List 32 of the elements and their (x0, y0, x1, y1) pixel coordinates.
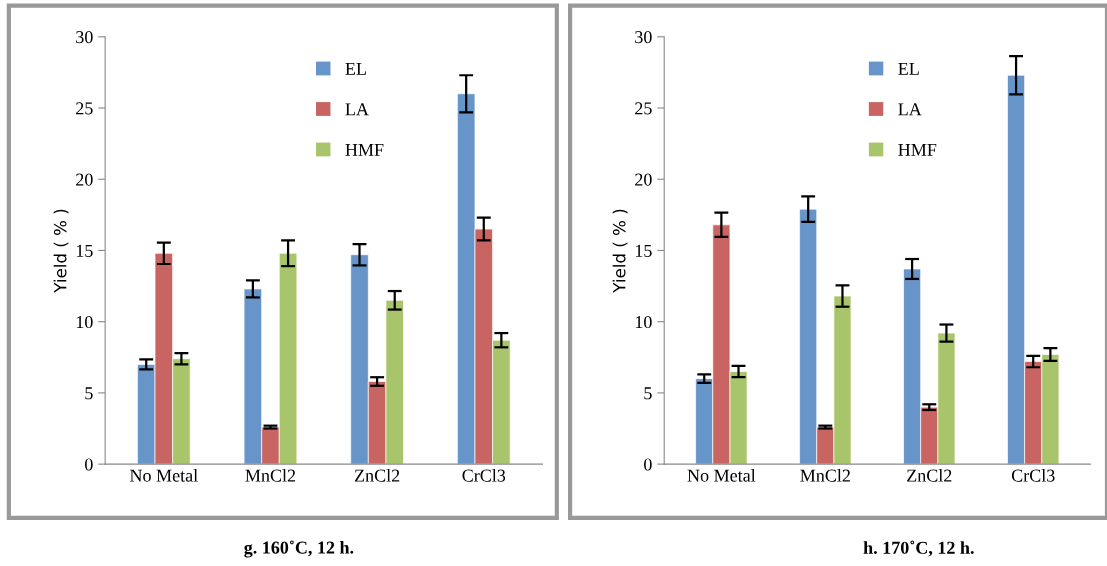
y-tick-label: 5 (85, 387, 93, 400)
y-tick-label: 15 (76, 244, 93, 257)
legend-label: LA (898, 103, 922, 116)
legend-label: HMF (345, 143, 384, 156)
y-tick-label: 0 (644, 458, 652, 471)
legend-label: EL (898, 62, 919, 75)
x-tick-label: CrCl3 (462, 468, 506, 482)
legend-label: LA (345, 103, 369, 116)
x-tick-label: MnCl2 (245, 468, 296, 482)
y-tick-label: 5 (644, 387, 652, 400)
x-tick-label: No Metal (687, 468, 756, 482)
legend-label: HMF (898, 143, 937, 156)
y-axis-title: Yield ( % ) (53, 209, 69, 293)
y-axis-title: Yield ( % ) (612, 209, 628, 293)
x-tick-label: MnCl2 (800, 468, 850, 482)
x-tick-label: CrCl3 (1011, 468, 1055, 482)
x-tick-label: No Metal (129, 468, 198, 482)
y-tick-label: 25 (635, 102, 652, 115)
x-tick-label: ZnCl2 (907, 468, 952, 482)
y-tick-label: 10 (635, 315, 652, 329)
y-tick-label: 15 (635, 244, 652, 257)
x-tick-label: ZnCl2 (354, 468, 400, 482)
y-tick-label: 20 (635, 173, 652, 186)
y-tick-label: 30 (635, 31, 652, 44)
legend-label: EL (345, 62, 366, 75)
y-tick-label: 25 (76, 102, 93, 115)
text: g. 160˚C, 12 h. (244, 540, 354, 558)
y-tick-label: 0 (85, 458, 93, 471)
y-tick-label: 10 (76, 315, 93, 329)
y-tick-label: 20 (76, 173, 93, 186)
y-tick-label: 30 (76, 31, 93, 44)
text: h. 170˚C, 12 h. (863, 540, 974, 557)
